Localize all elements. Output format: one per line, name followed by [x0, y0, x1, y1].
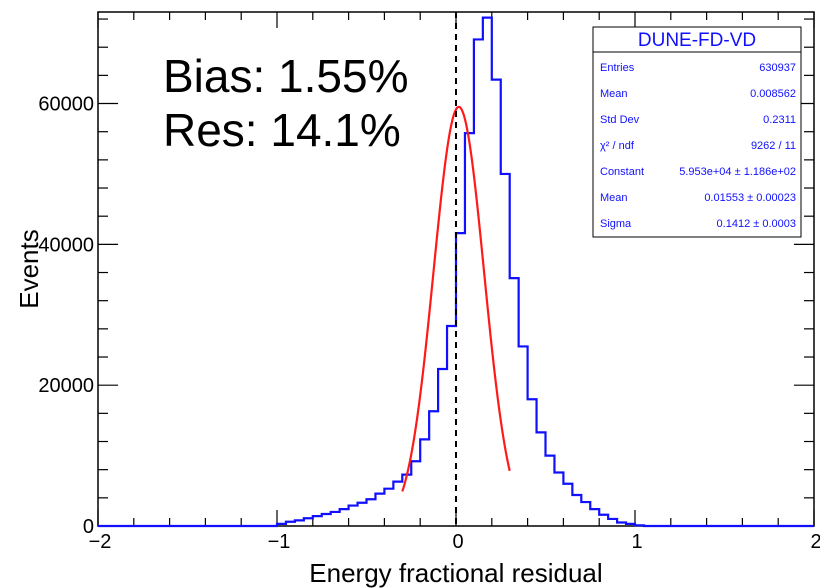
- histogram-bin: [331, 512, 340, 526]
- stats-row-label: Constant: [600, 166, 644, 178]
- histogram-bin: [465, 133, 474, 526]
- histogram-bin: [492, 80, 501, 526]
- histogram-bin: [367, 499, 376, 526]
- stats-title: DUNE-FD-VD: [638, 30, 756, 51]
- histogram-bin: [411, 461, 420, 526]
- stats-row-value: 630937: [759, 62, 796, 74]
- y-tick-label: 20000: [38, 375, 94, 397]
- x-axis-title: Energy fractional residual: [309, 558, 602, 588]
- y-tick-label: 60000: [38, 94, 94, 116]
- histogram-bin: [590, 509, 599, 526]
- histogram-bin: [510, 278, 519, 526]
- histogram-bin: [474, 39, 483, 526]
- histogram-bin: [456, 233, 465, 526]
- x-tick-label: 0: [452, 531, 463, 553]
- stats-box: DUNE-FD-VD Entries 630937 Mean 0.008562 Std …: [592, 26, 802, 238]
- y-tick-label: 40000: [38, 234, 94, 256]
- stats-row-value: 0.2311: [763, 114, 796, 126]
- histogram-bin: [322, 514, 331, 526]
- x-tick-label: 1: [631, 531, 642, 553]
- histogram-bin: [304, 518, 313, 526]
- histogram-bin: [313, 516, 322, 526]
- histogram-bin: [402, 475, 411, 526]
- stats-row-value: 0.01553 ± 0.00023: [704, 192, 796, 204]
- histogram-bin: [519, 346, 528, 526]
- histogram-bin: [528, 399, 537, 526]
- stats-row-label: Mean: [600, 88, 628, 100]
- histogram-bin: [554, 472, 563, 526]
- x-tick-label: −1: [268, 531, 291, 553]
- stats-row-value: 0.1412 ± 0.0003: [717, 218, 796, 230]
- histogram-bin: [375, 494, 384, 526]
- histogram-bin: [420, 439, 429, 526]
- histogram-bin: [537, 432, 546, 526]
- histogram-bin: [349, 506, 358, 526]
- histogram-bin: [599, 515, 608, 526]
- y-tick-label: 0: [83, 516, 94, 538]
- stats-row-label: Entries: [600, 62, 635, 74]
- histogram-bin: [384, 489, 393, 526]
- x-tick-label: 2: [810, 531, 820, 553]
- x-tick-label: −2: [89, 531, 112, 553]
- stats-title-frame: [592, 26, 802, 53]
- histogram-bin: [358, 503, 367, 526]
- annotation-bias: Bias: 1.55%: [163, 50, 408, 102]
- stats-box-frame: [592, 26, 802, 238]
- stats-row-label: χ² / ndf: [600, 140, 635, 152]
- stats-row-label: Sigma: [600, 218, 632, 230]
- histogram-bin: [447, 326, 456, 526]
- histogram-bin: [546, 456, 555, 526]
- gaussian-fit-curve: [401, 105, 511, 492]
- stats-rows: Entries 630937 Mean 0.008562 Std Dev 0.2311 χ²…: [600, 62, 796, 230]
- y-axis-title: Events: [14, 229, 44, 309]
- y-tick-labels: 0 20000 40000 60000: [38, 94, 94, 538]
- x-tick-labels: −2 −1 0 1 2: [89, 531, 820, 553]
- histogram-bin: [438, 369, 447, 526]
- histogram-bin: [563, 484, 572, 526]
- stats-row-value: 9262 / 11: [751, 140, 796, 152]
- histogram-bin: [501, 174, 510, 526]
- stats-row-label: Std Dev: [600, 114, 640, 126]
- stats-row-value: 0.008562: [750, 88, 796, 100]
- histogram-bin: [429, 411, 438, 526]
- histogram-bin: [581, 502, 590, 526]
- histogram-bin: [572, 495, 581, 526]
- histogram-bin: [393, 482, 402, 526]
- histogram-bin: [340, 509, 349, 526]
- stats-row-value: 5.953e+04 ± 1.186e+02: [679, 166, 796, 178]
- stats-row-label: Mean: [600, 192, 628, 204]
- annotation-res: Res: 14.1%: [163, 104, 401, 156]
